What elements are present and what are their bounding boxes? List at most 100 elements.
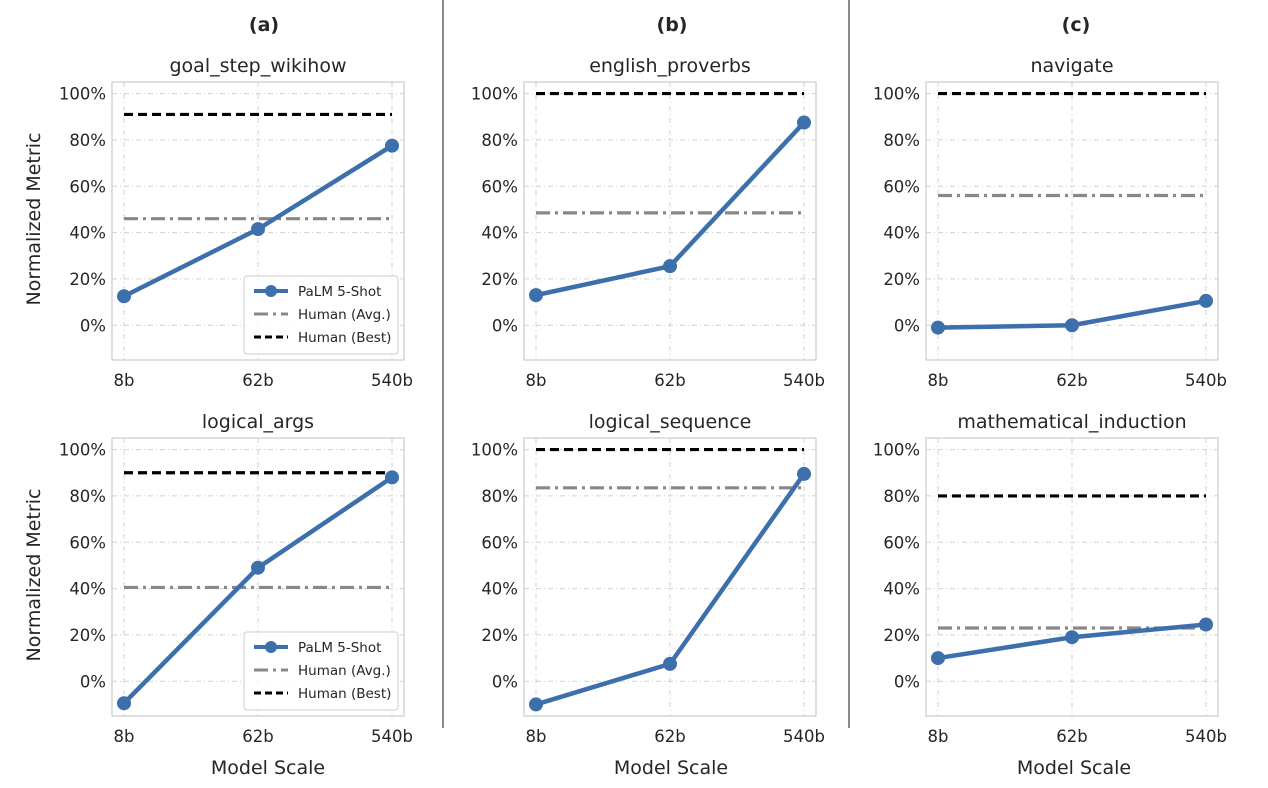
x-tick-label: 8b [526,727,547,746]
x-tick-label: 8b [526,371,547,390]
palm-point [251,222,265,237]
x-tick-label: 62b [242,371,273,390]
legend-palm-marker [265,285,277,297]
y-tick-label: 60% [883,177,920,196]
palm-point [251,560,265,575]
legend-label: Human (Best) [298,330,391,346]
x-tick-label: 540b [371,727,413,746]
palm-point [385,470,399,485]
x-tick-label: 62b [242,727,273,746]
palm-point [117,696,131,711]
y-tick-label: 60% [481,533,518,552]
chart-navigate: navigate 0% 20% 40% 60% 80% 100% 8b 62b 540b [814,40,1227,420]
chart-title: goal_step_wikihow [169,55,346,77]
y-tick-label: 0% [492,672,518,691]
column-label-b: (b) [656,14,688,36]
legend-box [243,631,399,711]
chart-mathematical-induction: mathematical_induction 0% 20% 40% 60% 80% 100%… [814,396,1227,776]
y-tick-label: 80% [883,131,920,150]
y-tick-label: 0% [492,316,518,335]
y-tick-label: 80% [69,131,106,150]
palm-point [117,289,131,304]
palm-point [797,466,811,481]
y-tick-label: 40% [481,580,518,599]
y-tick-label: 0% [894,316,920,335]
y-tick-label: 20% [883,626,920,645]
x-tick-label: 62b [654,727,685,746]
y-tick-label: 60% [69,177,106,196]
legend-box [243,275,399,355]
x-tick-label: 540b [1185,727,1227,746]
y-tick-label: 60% [69,533,106,552]
chart-svg: logical_args 0% 20% 40% 60% 80% 100% 8b 62b 540b P… [59,411,413,746]
x-tick-label: 62b [1056,371,1087,390]
column-divider-2 [848,0,850,728]
x-tick-label: 8b [114,371,135,390]
legend-label: Human (Avg.) [298,663,391,679]
column-label-a: (a) [248,14,280,36]
palm-point [663,259,677,274]
chart-svg: goal_step_wikihow 0% 20% 40% 60% 80% 100% 8b 62b… [59,55,413,390]
y-tick-label: 100% [873,85,920,104]
y-tick-label: 40% [69,580,106,599]
y-tick-label: 40% [69,224,106,243]
palm-point [931,320,945,335]
x-axis-label-a: Model Scale [210,757,326,779]
legend-label: Human (Best) [298,686,391,702]
palm-point [1065,318,1079,333]
y-tick-label: 40% [481,224,518,243]
chart-logical-args: logical_args 0% 20% 40% 60% 80% 100% 8b 62b 540b P… [0,396,413,776]
y-tick-label: 20% [69,270,106,289]
y-tick-label: 40% [883,580,920,599]
y-tick-label: 0% [80,672,106,691]
legend-palm-marker [265,641,277,653]
chart-title: logical_args [202,411,314,433]
x-tick-label: 8b [928,371,949,390]
y-tick-label: 100% [471,85,518,104]
x-axis-label-c: Model Scale [1016,757,1132,779]
x-tick-label: 540b [1185,371,1227,390]
y-tick-label: 20% [481,270,518,289]
y-tick-label: 80% [481,487,518,506]
chart-svg: english_proverbs 0% 20% 40% 60% 80% 100% 8b 62b 5… [471,55,825,390]
chart-svg: navigate 0% 20% 40% 60% 80% 100% 8b 62b 540b [873,55,1227,390]
chart-goal-step-wikihow: goal_step_wikihow 0% 20% 40% 60% 80% 100% 8b 62b… [0,40,413,420]
x-tick-label: 62b [654,371,685,390]
y-tick-label: 100% [873,441,920,460]
chart-svg: mathematical_induction 0% 20% 40% 60% 80% 100%… [873,411,1227,746]
palm-point [797,115,811,130]
x-tick-label: 8b [928,727,949,746]
palm-point [1199,617,1213,632]
y-tick-label: 100% [59,85,106,104]
palm-point [931,651,945,666]
legend-label: PaLM 5-Shot [298,640,381,656]
y-tick-label: 80% [883,487,920,506]
x-tick-label: 540b [783,727,825,746]
x-tick-label: 8b [114,727,135,746]
y-tick-label: 20% [69,626,106,645]
chart-title: english_proverbs [589,55,751,77]
y-tick-label: 20% [481,626,518,645]
x-tick-label: 540b [783,371,825,390]
palm-point [663,656,677,671]
chart-logical-sequence: logical_sequence 0% 20% 40% 60% 80% 100% 8b 62b 5… [412,396,825,776]
x-tick-label: 540b [371,371,413,390]
column-label-c: (c) [1061,14,1091,36]
chart-svg: logical_sequence 0% 20% 40% 60% 80% 100% 8b 62b 5… [471,411,825,746]
palm-point [1065,630,1079,645]
y-tick-label: 80% [481,131,518,150]
chart-title: navigate [1030,55,1113,77]
column-divider-1 [442,0,444,728]
x-tick-label: 62b [1056,727,1087,746]
x-axis-label-b: Model Scale [613,757,729,779]
y-tick-label: 0% [80,316,106,335]
chart-title: mathematical_induction [957,411,1186,433]
y-tick-label: 40% [883,224,920,243]
y-tick-label: 100% [471,441,518,460]
legend-label: Human (Avg.) [298,307,391,323]
legend-label: PaLM 5-Shot [298,284,381,300]
y-tick-label: 80% [69,487,106,506]
chart-english-proverbs: english_proverbs 0% 20% 40% 60% 80% 100% 8b 62b 5… [412,40,825,420]
chart-title: logical_sequence [589,411,752,433]
